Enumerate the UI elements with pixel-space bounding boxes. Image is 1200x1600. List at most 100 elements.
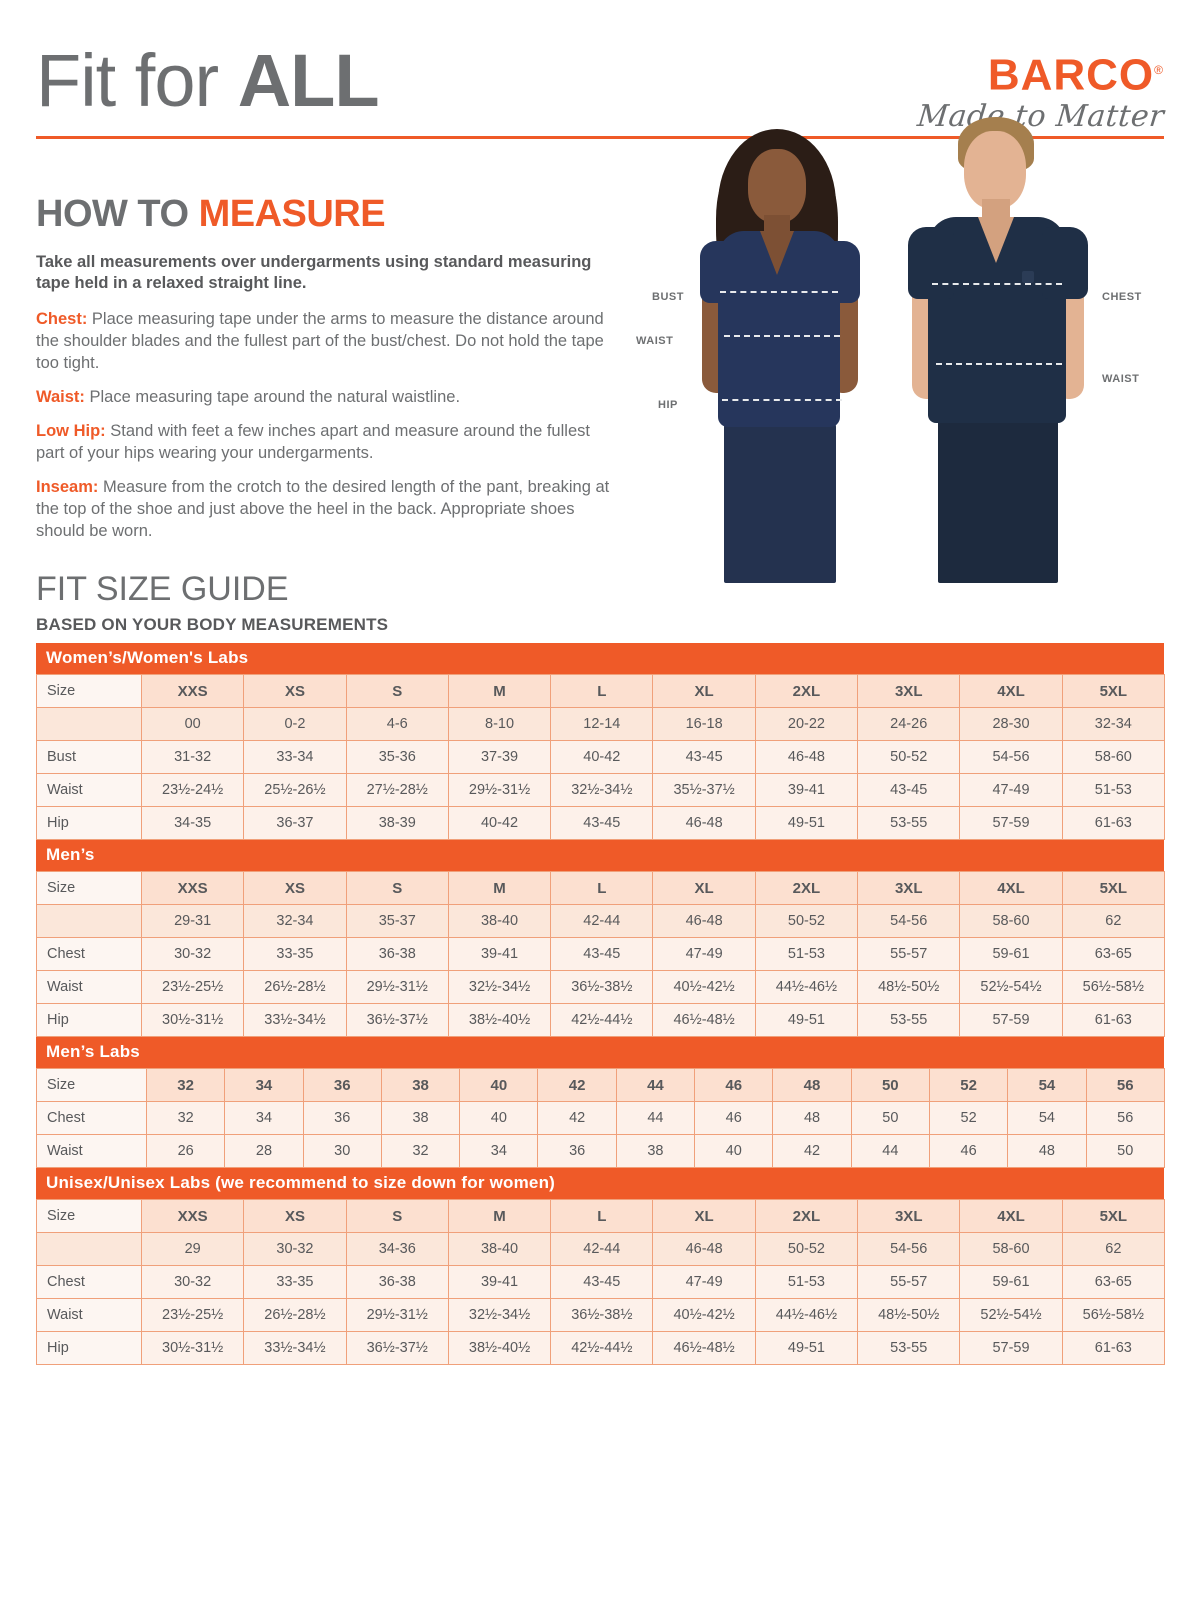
measurement-cell: 35-36 <box>345 740 449 774</box>
size-column-header: M <box>447 674 552 708</box>
size-column-header: M <box>447 871 552 905</box>
measurement-cell: 49-51 <box>754 806 859 840</box>
measurement-cell: 56 <box>1085 1101 1165 1135</box>
measurement-cell: 30½-31½ <box>140 1003 245 1037</box>
measurement-cell: 33-34 <box>243 740 347 774</box>
measurement-cell: 36-37 <box>243 806 347 840</box>
measurement-cell: 36-38 <box>345 937 449 971</box>
measurement-cell: 59-61 <box>959 937 1063 971</box>
measurement-cell: 46 <box>928 1134 1009 1168</box>
size-table-block: Women’s/Women's Labs Size XXS XS S M L XL 2XL 3XL… <box>36 643 1165 840</box>
measurement-cell: 30 <box>302 1134 382 1168</box>
label-waist: WAIST <box>636 335 674 347</box>
size-column-header: 48 <box>772 1068 852 1102</box>
measurement-cell: 23½-24½ <box>140 773 245 807</box>
numeric-size-cell: 54-56 <box>857 904 961 938</box>
barco-wordmark: BARCO® <box>988 48 1164 98</box>
numeric-size-cell: 29-31 <box>140 904 245 938</box>
male-waist-tape-line <box>936 363 1062 365</box>
female-left-sleeve <box>700 241 740 303</box>
size-column-header: L <box>550 871 654 905</box>
measure-item-chest: Chest: Place measuring tape under the ar… <box>36 308 616 374</box>
size-table: Size XXS XS S M L XL 2XL 3XL 4XL 5XL 29 30-32 34-36 38… <box>36 1199 1165 1365</box>
table-row: Chest 30-32 33-35 36-38 39-41 43-45 47-49 51-53… <box>36 1265 1165 1299</box>
measurement-cell: 53-55 <box>857 1331 961 1365</box>
measurement-cell: 34 <box>224 1101 304 1135</box>
measurement-cell: 28 <box>224 1134 304 1168</box>
measurement-cell: 43-45 <box>652 740 756 774</box>
size-column-header: 2XL <box>754 1199 859 1233</box>
measurement-cell: 40 <box>694 1134 774 1168</box>
female-face <box>748 149 806 223</box>
female-model-figure <box>694 123 909 583</box>
measurement-cell: 37-39 <box>447 740 552 774</box>
barco-logo: BARCO® Made to Matter <box>904 48 1166 134</box>
numeric-size-cell: 12-14 <box>550 707 654 741</box>
measurement-cell: 36 <box>302 1101 382 1135</box>
measurement-cell: 36 <box>537 1134 617 1168</box>
numeric-size-cell: 0-2 <box>243 707 347 741</box>
measurement-cell: 33-35 <box>243 1265 347 1299</box>
size-column-header: 5XL <box>1061 871 1165 905</box>
empty-cell <box>36 1232 142 1266</box>
measurement-cell: 56½-58½ <box>1061 970 1165 1004</box>
size-column-header: 5XL <box>1061 674 1165 708</box>
measurement-cell: 32 <box>380 1134 461 1168</box>
size-column-header: 2XL <box>754 674 859 708</box>
size-table-block: Unisex/Unisex Labs (we recommend to size… <box>36 1168 1165 1365</box>
measurement-cell: 57-59 <box>959 1331 1063 1365</box>
label-hip: HIP <box>658 399 678 411</box>
table-header-row: Size XXS XS S M L XL 2XL 3XL 4XL 5XL <box>36 674 1165 708</box>
measurement-cell: 53-55 <box>857 806 961 840</box>
measurement-cell: 38-39 <box>345 806 449 840</box>
measurement-cell: 54 <box>1007 1101 1087 1135</box>
numeric-size-cell: 54-56 <box>857 1232 961 1266</box>
size-column-header: XS <box>243 674 347 708</box>
fit-size-guide-heading: FIT SIZE GUIDE <box>36 570 289 608</box>
size-column-header: XXS <box>140 871 245 905</box>
measure-item-inseam: Inseam: Measure from the crotch to the d… <box>36 476 616 542</box>
measurement-cell: 52½-54½ <box>959 970 1063 1004</box>
label-male-waist: WAIST <box>1102 373 1140 385</box>
label-chest: CHEST <box>1102 291 1142 303</box>
measurement-row-label: Chest <box>36 1101 147 1135</box>
size-column-header: 4XL <box>959 1199 1063 1233</box>
empty-cell <box>36 707 142 741</box>
table-row: Chest 32 34 36 38 40 42 44 46 48 50 52 54 56 <box>36 1101 1165 1135</box>
registered-trademark-icon: ® <box>1154 63 1164 77</box>
size-column-header: XS <box>243 871 347 905</box>
male-face <box>964 131 1026 209</box>
measurement-cell: 43-45 <box>550 1265 654 1299</box>
size-column-header: 5XL <box>1061 1199 1165 1233</box>
measurement-cell: 30-32 <box>140 937 245 971</box>
measurement-cell: 47-49 <box>959 773 1063 807</box>
measurement-cell: 46½-48½ <box>652 1331 756 1365</box>
size-label-cell: Size <box>36 1199 142 1233</box>
measurement-cell: 38½-40½ <box>447 1331 552 1365</box>
measurement-cell: 57-59 <box>959 806 1063 840</box>
measurement-cell: 29½-31½ <box>345 1298 449 1332</box>
heading-plain: HOW TO <box>36 193 199 235</box>
size-column-header: 36 <box>302 1068 382 1102</box>
how-to-measure-section: BUST WAIST HIP CHEST WAIST HOW TO MEASUR… <box>36 117 1164 583</box>
male-left-sleeve <box>908 227 954 299</box>
size-table: Size XXS XS S M L XL 2XL 3XL 4XL 5XL 00 0-2 4-6 8-10 12… <box>36 674 1165 840</box>
hip-tape-line <box>722 399 842 401</box>
numeric-size-cell: 34-36 <box>345 1232 449 1266</box>
measurement-cell: 26½-28½ <box>243 970 347 1004</box>
measurement-cell: 29½-31½ <box>447 773 552 807</box>
size-column-header: 40 <box>459 1068 539 1102</box>
size-column-header: 32 <box>145 1068 226 1102</box>
measurement-cell: 35½-37½ <box>652 773 756 807</box>
measurement-cell: 49-51 <box>754 1003 859 1037</box>
measurement-cell: 61-63 <box>1061 1003 1165 1037</box>
size-column-header: XL <box>652 674 756 708</box>
size-column-header: 3XL <box>857 1199 961 1233</box>
measurement-cell: 39-41 <box>447 1265 552 1299</box>
measurement-cell: 38 <box>615 1134 696 1168</box>
measurement-cell: 61-63 <box>1061 806 1165 840</box>
male-right-sleeve <box>1042 227 1088 299</box>
table-row: Waist 26 28 30 32 34 36 38 40 42 44 46 48 50 <box>36 1134 1165 1168</box>
size-label-cell: Size <box>36 1068 147 1102</box>
measurement-row-label: Waist <box>36 773 142 807</box>
